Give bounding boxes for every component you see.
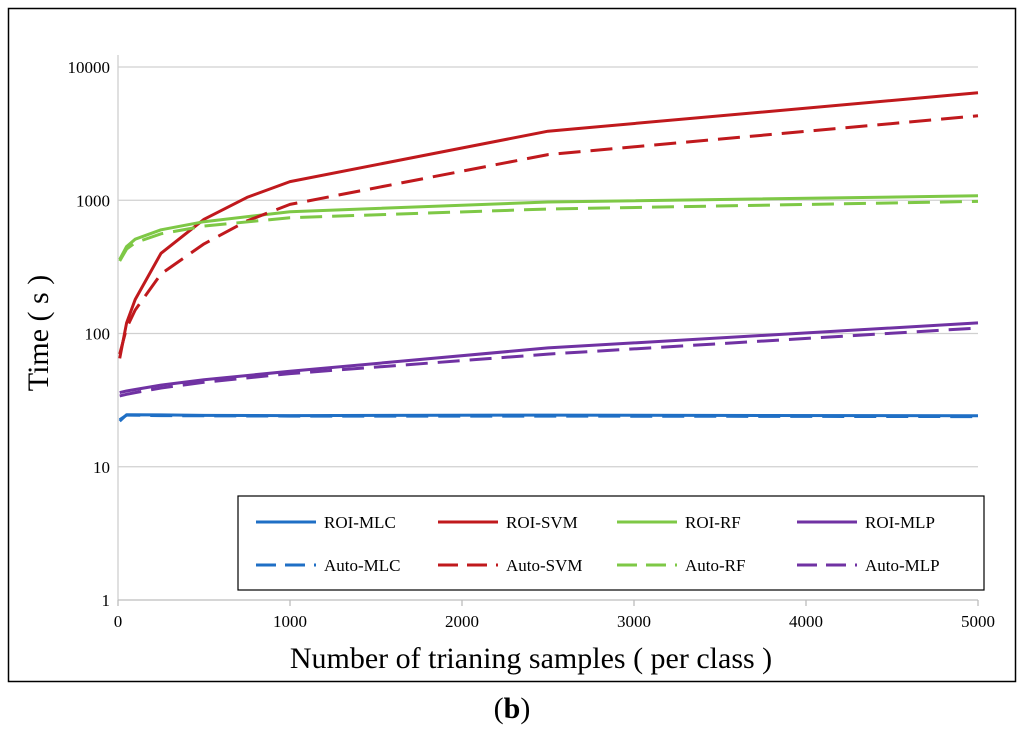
caption-close-paren: ) <box>520 692 531 725</box>
legend-label-roi-rf: ROI-RF <box>685 513 741 532</box>
series-line-auto-rf <box>118 199 979 262</box>
legend: ROI-MLC ROI-SVM ROI-RF ROI-MLP Auto-MLC Auto-… <box>237 495 985 591</box>
x-axis-title: Number of trianing samples ( per class ) <box>290 642 772 675</box>
y-tick-label: 10 <box>93 458 110 477</box>
caption-open-paren: ( <box>493 692 504 725</box>
gridlines <box>118 66 978 468</box>
y-tick-label: 1000 <box>76 191 110 210</box>
series-line-roi-mlp <box>119 321 979 395</box>
legend-label-roi-mlc: ROI-MLC <box>324 513 396 532</box>
x-tick-label: 1000 <box>273 612 307 631</box>
series-lines <box>118 91 979 423</box>
legend-label-auto-rf: Auto-RF <box>685 556 745 575</box>
series-line-roi-svm <box>118 91 979 359</box>
series-line-roi-rf <box>118 194 979 261</box>
legend-label-auto-mlc: Auto-MLC <box>324 556 401 575</box>
series-line-auto-mlp <box>119 326 979 398</box>
x-tick-label: 2000 <box>445 612 479 631</box>
caption-letter: b <box>503 692 521 725</box>
legend-box <box>237 495 985 591</box>
legend-label-auto-mlp: Auto-MLP <box>865 556 940 575</box>
x-tick-label: 3000 <box>617 612 651 631</box>
legend-label-roi-mlp: ROI-MLP <box>865 513 935 532</box>
axes: 1 10 100 1000 10000 0 1000 2000 3000 4000 5000 <box>68 55 995 631</box>
series-line-auto-mlc <box>118 413 979 422</box>
series-line-auto-svm <box>118 114 979 355</box>
x-tick-label: 4000 <box>789 612 823 631</box>
x-tick-label: 0 <box>114 612 123 631</box>
legend-label-roi-svm: ROI-SVM <box>506 513 578 532</box>
y-axis-title: Time ( s ) <box>22 275 55 391</box>
chart: 1 10 100 1000 10000 0 1000 2000 3000 4000 5000 ROI… <box>7 7 1017 683</box>
y-tick-label: 10000 <box>68 58 111 77</box>
y-tick-label: 1 <box>102 591 111 610</box>
x-tick-label: 5000 <box>961 612 995 631</box>
legend-label-auto-svm: Auto-SVM <box>506 556 583 575</box>
panel-caption: (b) <box>0 692 1024 726</box>
y-tick-label: 100 <box>85 325 111 344</box>
